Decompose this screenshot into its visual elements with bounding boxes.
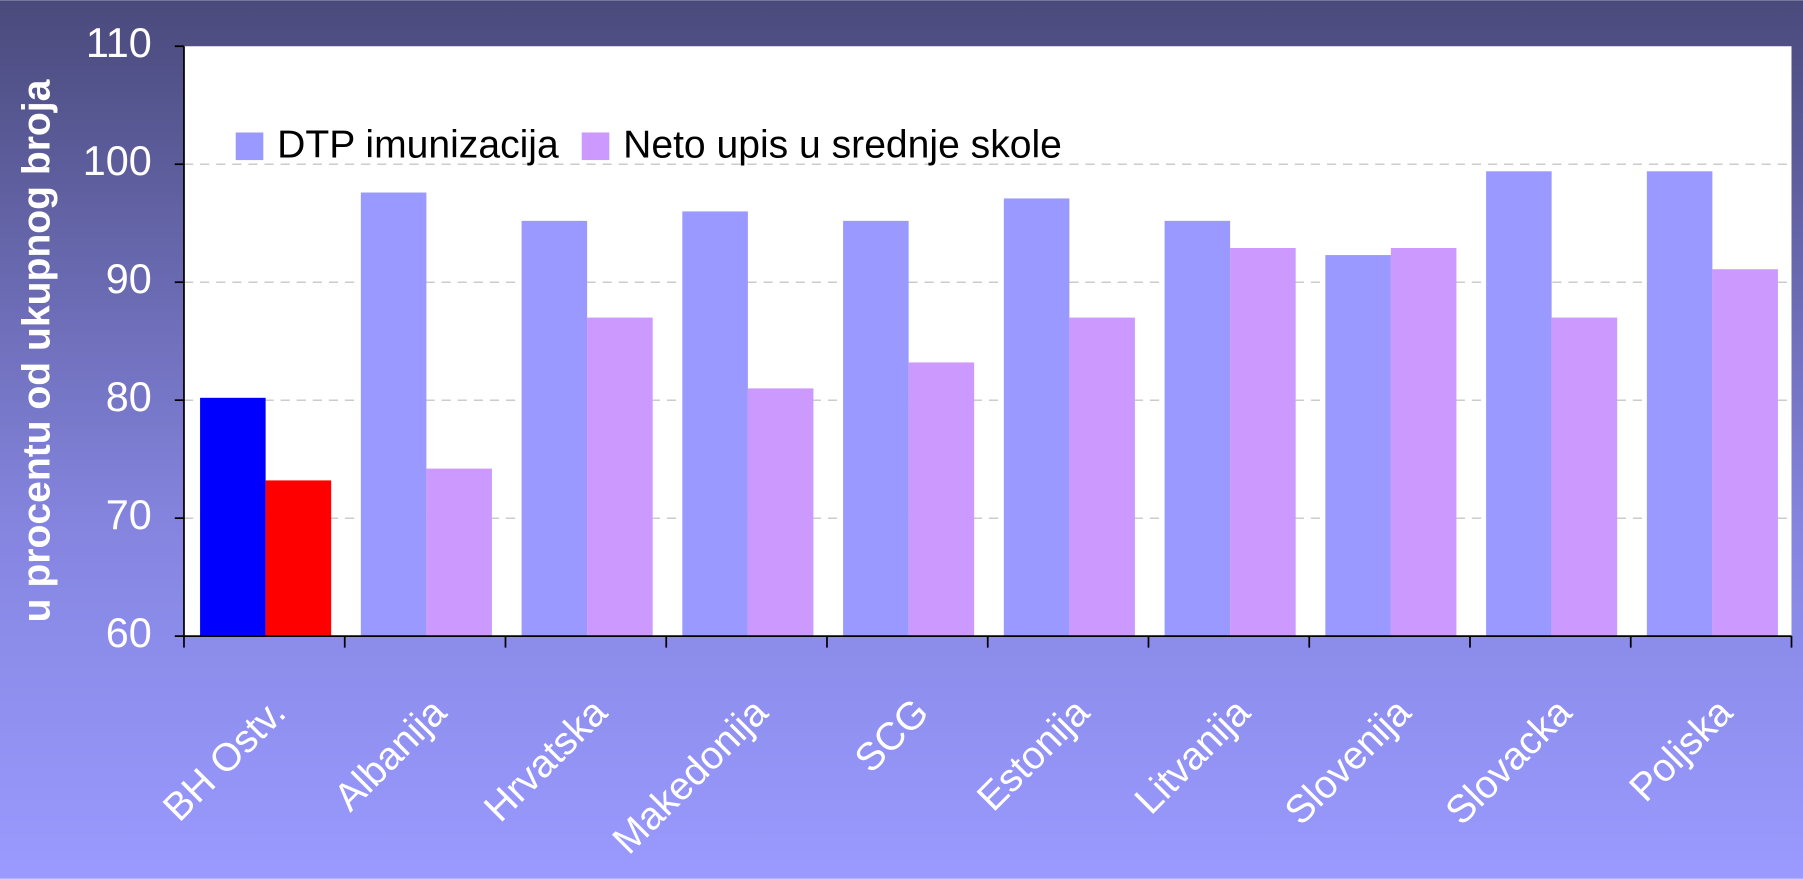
bar (587, 317, 653, 637)
y-tick-label: 70 (106, 492, 152, 538)
bar (521, 220, 588, 637)
bar (1003, 198, 1070, 637)
bar (200, 397, 266, 637)
bar (682, 211, 748, 637)
bar (1486, 171, 1552, 637)
bar (1712, 269, 1778, 637)
bar (1069, 317, 1135, 637)
bar (1230, 247, 1296, 637)
bar (1646, 171, 1713, 637)
legend-label: Neto upis u srednje skole (623, 124, 1062, 167)
y-tick-label: 90 (106, 256, 152, 302)
bar (1164, 220, 1231, 637)
legend-swatch (235, 132, 264, 161)
bar (265, 480, 332, 637)
legend-swatch (581, 132, 610, 161)
legend-label: DTP imunizacija (277, 124, 559, 167)
bar (1551, 317, 1618, 637)
bar (360, 192, 427, 637)
bar (747, 388, 814, 637)
bar (908, 362, 975, 637)
y-tick-label: 80 (106, 374, 152, 420)
bar (426, 468, 492, 637)
bar (843, 220, 909, 637)
y-axis-label: u procentu od ukupnog broja (15, 79, 58, 622)
y-tick-label: 100 (83, 138, 152, 184)
bar (1390, 247, 1457, 637)
y-tick-label: 60 (106, 610, 152, 656)
y-tick-label: 110 (86, 20, 152, 66)
bar (1325, 255, 1391, 637)
